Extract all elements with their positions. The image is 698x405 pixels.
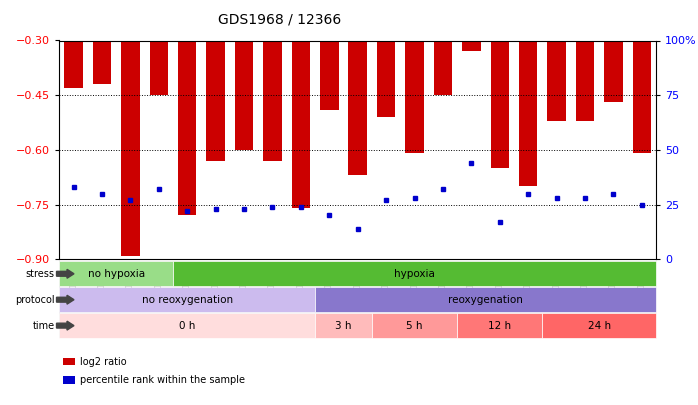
Text: 5 h: 5 h	[406, 321, 423, 330]
Text: stress: stress	[25, 269, 54, 279]
Bar	[64, 0, 83, 88]
Bar	[462, 0, 481, 51]
Bar	[491, 0, 509, 168]
Text: protocol: protocol	[15, 295, 54, 305]
Text: no reoxygenation: no reoxygenation	[142, 295, 232, 305]
Bar	[576, 0, 594, 121]
Text: percentile rank within the sample: percentile rank within the sample	[80, 375, 245, 385]
Bar	[149, 0, 168, 95]
Text: no hypoxia: no hypoxia	[88, 269, 144, 279]
Text: log2 ratio: log2 ratio	[80, 357, 127, 367]
Text: time: time	[32, 321, 54, 330]
Text: 12 h: 12 h	[489, 321, 512, 330]
Text: reoxygenation: reoxygenation	[448, 295, 523, 305]
Bar	[433, 0, 452, 95]
Bar	[406, 0, 424, 153]
Bar	[292, 0, 310, 208]
Text: 0 h: 0 h	[179, 321, 195, 330]
Bar	[348, 0, 367, 175]
Bar	[519, 0, 537, 186]
Bar	[632, 0, 651, 153]
Bar	[93, 0, 111, 84]
Text: 24 h: 24 h	[588, 321, 611, 330]
Bar	[263, 0, 282, 161]
Bar	[178, 0, 196, 215]
Bar	[547, 0, 566, 121]
Text: GDS1968 / 12366: GDS1968 / 12366	[218, 12, 341, 26]
Text: hypoxia: hypoxia	[394, 269, 435, 279]
Bar	[377, 0, 395, 117]
Bar	[121, 0, 140, 256]
Text: 3 h: 3 h	[335, 321, 352, 330]
Bar	[207, 0, 225, 161]
Bar	[320, 0, 339, 110]
Bar	[604, 0, 623, 102]
Bar	[235, 0, 253, 150]
